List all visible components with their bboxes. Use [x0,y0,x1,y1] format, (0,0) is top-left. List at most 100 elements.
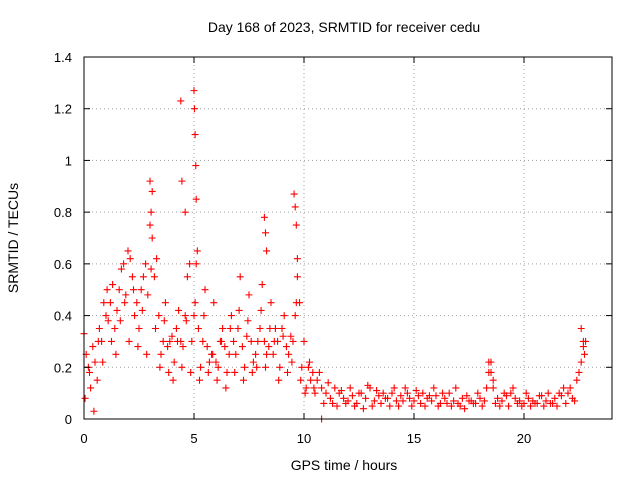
data-point [489,376,497,384]
data-point [505,402,513,410]
data-point [108,337,115,345]
data-point [489,384,497,392]
data-point [133,299,141,307]
data-point [544,389,552,397]
data-point [346,384,354,392]
data-point [231,368,239,376]
data-point [223,368,231,376]
data-point [291,203,299,211]
data-point [342,399,350,407]
data-point [181,312,189,320]
data-point [194,325,202,332]
data-point [496,402,504,410]
data-point [234,325,242,332]
data-point [137,286,145,294]
data-point [469,399,477,407]
data-point [111,325,119,332]
data-point [441,394,449,402]
data-point [213,376,221,384]
data-point [125,337,133,345]
data-point [320,399,328,407]
data-point [182,317,190,325]
data-point [86,368,93,376]
data-point [375,392,383,400]
data-point [155,312,163,320]
data-point [249,358,257,366]
data-point [124,247,132,255]
data-point [315,368,323,376]
data-point [443,399,451,407]
data-point [241,363,249,371]
data-point [178,177,186,185]
data-point [221,343,229,351]
data-point [148,234,156,242]
data-point [551,394,559,402]
data-point [260,337,268,345]
data-point [329,399,337,407]
y-axis-label: SRMTID / TECUs [5,183,21,293]
data-point [120,260,128,268]
data-point [494,394,502,402]
data-point [192,260,200,268]
data-point [257,306,265,314]
data-point [240,376,247,384]
data-point [190,312,198,320]
data-point [165,368,173,376]
data-point [524,394,532,402]
data-point [577,358,585,366]
data-point [247,337,255,345]
data-point [397,392,405,400]
data-point [304,363,312,371]
data-point [288,358,296,366]
data-point [219,325,227,332]
data-point [172,325,180,332]
data-point [178,363,186,371]
data-point [91,358,99,366]
data-point [212,358,220,366]
data-point [279,332,287,340]
data-point [300,337,308,345]
data-point [581,350,588,358]
data-points [80,87,590,423]
data-point [509,384,517,392]
data-point [379,389,387,397]
data-point [430,384,438,392]
data-point [535,392,543,400]
data-point [187,368,195,376]
data-point [102,312,110,320]
data-point [465,397,473,405]
x-tick-label: 5 [190,431,197,446]
data-point [414,392,422,400]
data-point [126,255,134,263]
data-point [150,273,158,281]
data-point [94,337,102,345]
data-point [262,229,269,237]
data-point [193,247,201,255]
data-point [292,299,300,307]
data-point [138,306,146,314]
data-point [179,343,187,351]
data-point [362,394,370,402]
data-point [403,389,411,397]
grid [84,57,612,419]
data-point [106,299,114,307]
data-point [130,286,137,294]
y-tick-label: 0 [65,412,72,427]
data-point [116,317,124,325]
data-point [222,384,230,392]
data-point [135,325,143,332]
y-tick-label: 0.8 [54,205,72,220]
data-point [377,399,385,407]
data-point [156,363,164,371]
data-point [209,350,217,358]
data-point [95,325,103,332]
y-tick-label: 1.2 [54,102,72,117]
data-point [144,291,152,299]
data-point [395,402,403,410]
data-point [445,389,453,397]
data-point [170,358,178,366]
data-point [406,394,414,402]
data-point [388,389,396,397]
y-tick-label: 0.4 [54,309,72,324]
